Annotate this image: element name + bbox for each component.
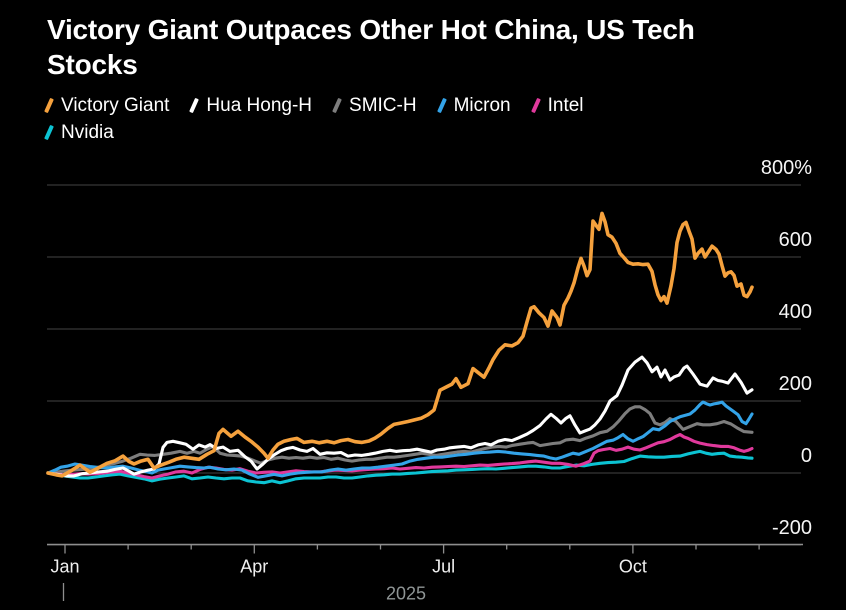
series-line-intel xyxy=(46,432,754,480)
series-line-micron xyxy=(46,400,754,479)
chart-legend: Victory Giant Hua Hong-H SMIC-H Micron Intel… xyxy=(44,92,767,146)
legend-row-2: Nvidia xyxy=(44,119,767,146)
series-line-victory-giant xyxy=(46,211,754,478)
chart-title-line1: Victory Giant Outpaces Other Hot China, … xyxy=(47,14,695,45)
legend-item-micron: Micron xyxy=(436,94,511,117)
legend-label: SMIC-H xyxy=(349,94,417,116)
series-line-hua-hong-h xyxy=(46,355,754,478)
chart-title-line2: Stocks xyxy=(47,49,138,80)
y-axis-label-0: 0 xyxy=(801,445,812,467)
page-title: Victory Giant Outpaces Other Hot China, … xyxy=(47,12,817,82)
y-axis-label-800: 800% xyxy=(761,157,812,179)
legend-item-smic-h: SMIC-H xyxy=(332,94,417,117)
legend-label: Victory Giant xyxy=(61,94,170,116)
x-axis-label-jan: Jan xyxy=(50,557,79,577)
series-line-nvidia xyxy=(46,449,754,485)
y-axis-label-600: 600 xyxy=(779,229,812,251)
series-line-smic-h xyxy=(46,405,754,475)
legend-row-1: Victory Giant Hua Hong-H SMIC-H Micron Intel xyxy=(44,92,767,119)
x-axis-label-oct: Oct xyxy=(619,557,647,577)
legend-item-nvidia: Nvidia xyxy=(44,121,114,144)
legend-item-hua-hong-h: Hua Hong-H xyxy=(189,94,313,117)
x-axis-label-jul: Jul xyxy=(432,557,455,577)
legend-label: Hua Hong-H xyxy=(206,94,313,116)
legend-label: Nvidia xyxy=(61,121,114,143)
y-axis-label-400: 400 xyxy=(779,301,812,323)
y-axis-label-200: 200 xyxy=(779,373,812,395)
x-axis-label-apr: Apr xyxy=(240,557,268,577)
legend-label: Micron xyxy=(453,94,511,116)
legend-item-intel: Intel xyxy=(530,94,584,117)
legend-label: Intel xyxy=(547,94,584,116)
legend-item-victory-giant: Victory Giant xyxy=(44,94,170,117)
y-axis-label--200: -200 xyxy=(772,517,812,539)
year-label: 2025 xyxy=(386,584,426,604)
